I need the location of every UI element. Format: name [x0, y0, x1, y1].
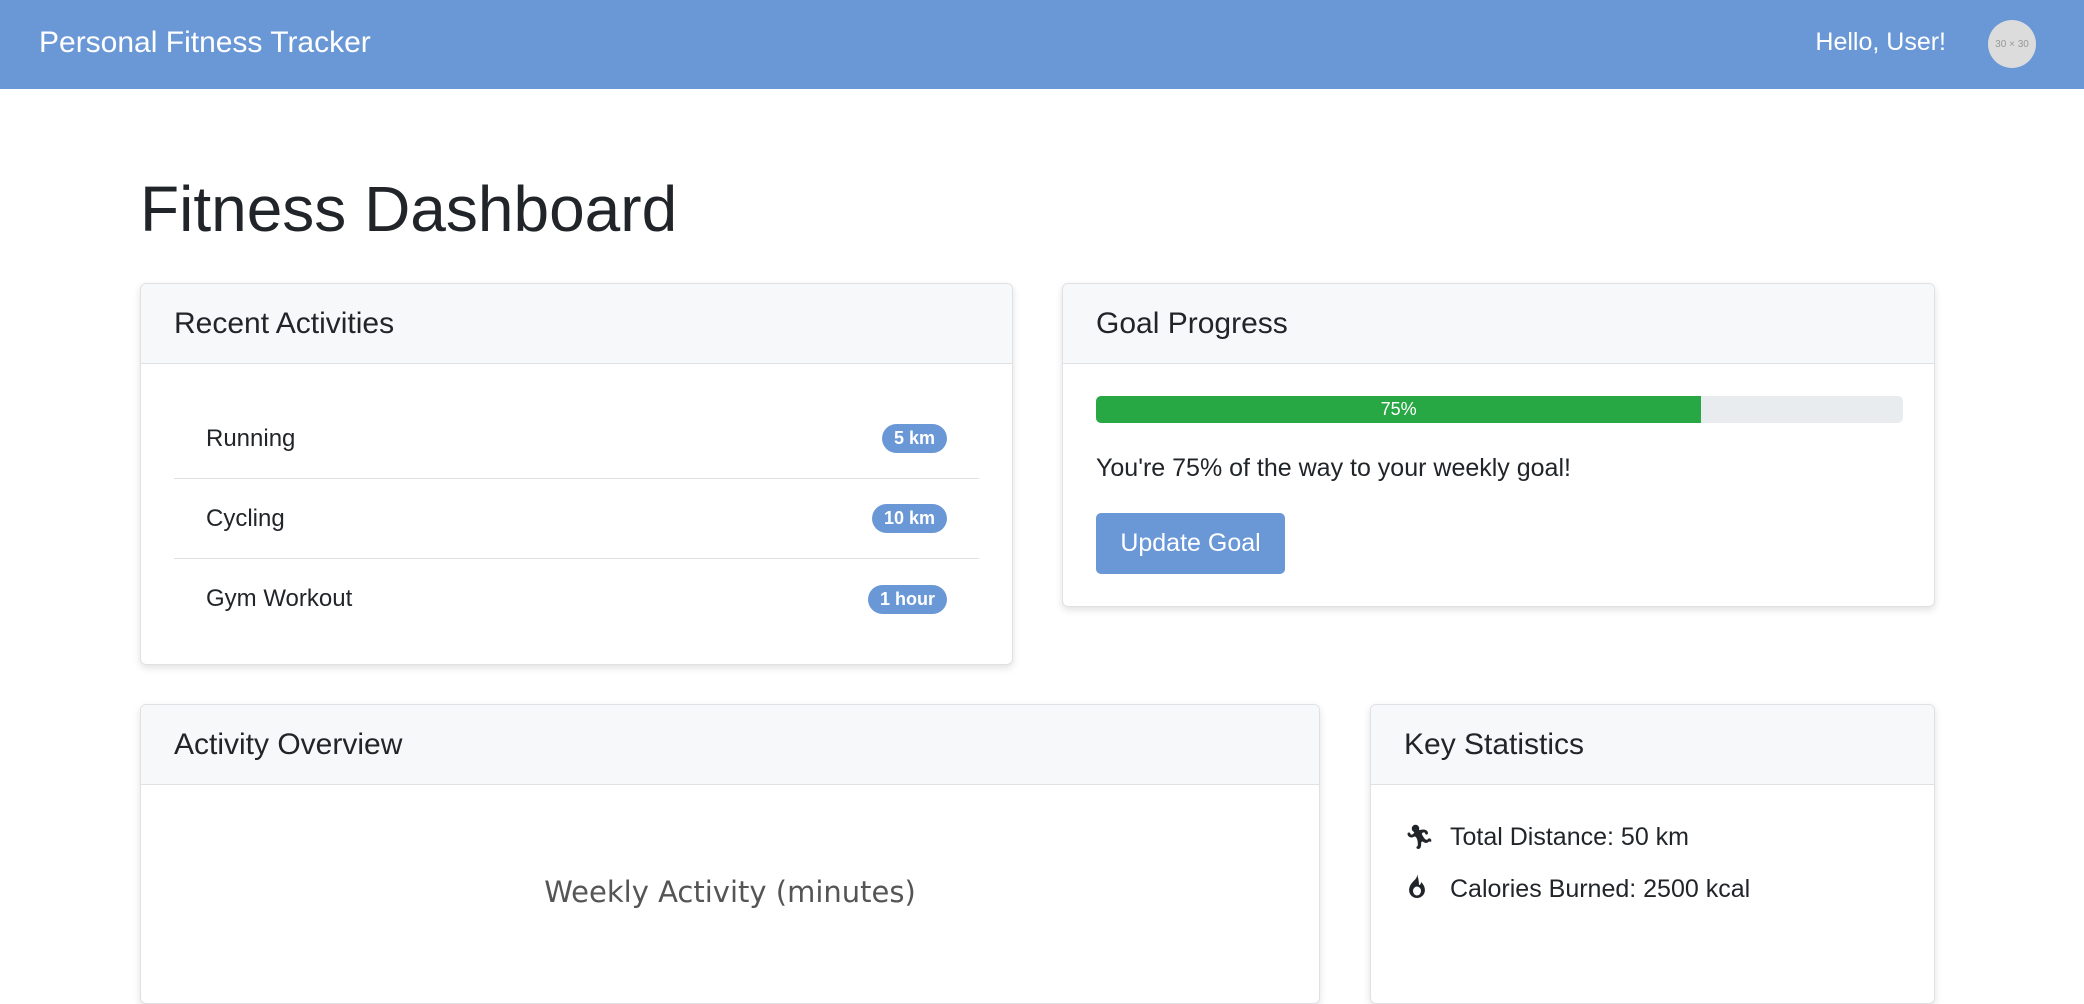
list-item: Gym Workout 1 hour	[174, 559, 979, 639]
card-title: Activity Overview	[141, 705, 1319, 785]
avatar[interactable]: 30 × 30	[1988, 20, 2036, 68]
goal-progress-card: Goal Progress 75% You're 75% of the way …	[1062, 283, 1935, 607]
list-item: Running 5 km	[174, 399, 979, 479]
greeting: Hello, User!	[1815, 28, 1946, 56]
stat-label: Calories Burned: 2500 kcal	[1450, 875, 1751, 903]
navbar: Personal Fitness Tracker Hello, User! 30…	[0, 0, 2084, 89]
stat-item: 🏃︎ Total Distance: 50 km	[1404, 823, 1689, 852]
card-title: Goal Progress	[1063, 284, 1934, 364]
update-goal-button[interactable]: Update Goal	[1096, 513, 1285, 574]
activity-overview-card: Activity Overview Weekly Activity (minut…	[140, 704, 1320, 1004]
running-icon: 🏃︎	[1404, 824, 1435, 851]
activity-badge: 5 km	[881, 424, 947, 453]
recent-activities-card: Recent Activities Running 5 km Cycling 10 …	[140, 283, 1013, 665]
activity-badge: 10 km	[871, 504, 947, 533]
progress-fill: 75%	[1096, 396, 1702, 423]
stat-item: Calories Burned: 2500 kcal	[1404, 873, 1750, 906]
progress-text: You're 75% of the way to your weekly goa…	[1096, 454, 1571, 482]
fire-icon	[1404, 873, 1430, 906]
card-title: Key Statistics	[1371, 705, 1934, 785]
activity-name: Cycling	[206, 504, 285, 532]
stat-label: Total Distance: 50 km	[1450, 823, 1689, 851]
key-statistics-card: Key Statistics 🏃︎ Total Distance: 50 km C…	[1370, 704, 1935, 1004]
goal-progress-bar: 75%	[1096, 396, 1903, 423]
page-title: Fitness Dashboard	[140, 173, 678, 245]
brand[interactable]: Personal Fitness Tracker	[39, 26, 371, 59]
activity-name: Gym Workout	[206, 585, 353, 612]
card-title: Recent Activities	[141, 284, 1012, 364]
list-item: Cycling 10 km	[174, 479, 979, 559]
activity-name: Running	[206, 424, 296, 452]
chart-title: Weekly Activity (minutes)	[544, 875, 916, 909]
activity-badge: 1 hour	[867, 584, 947, 614]
